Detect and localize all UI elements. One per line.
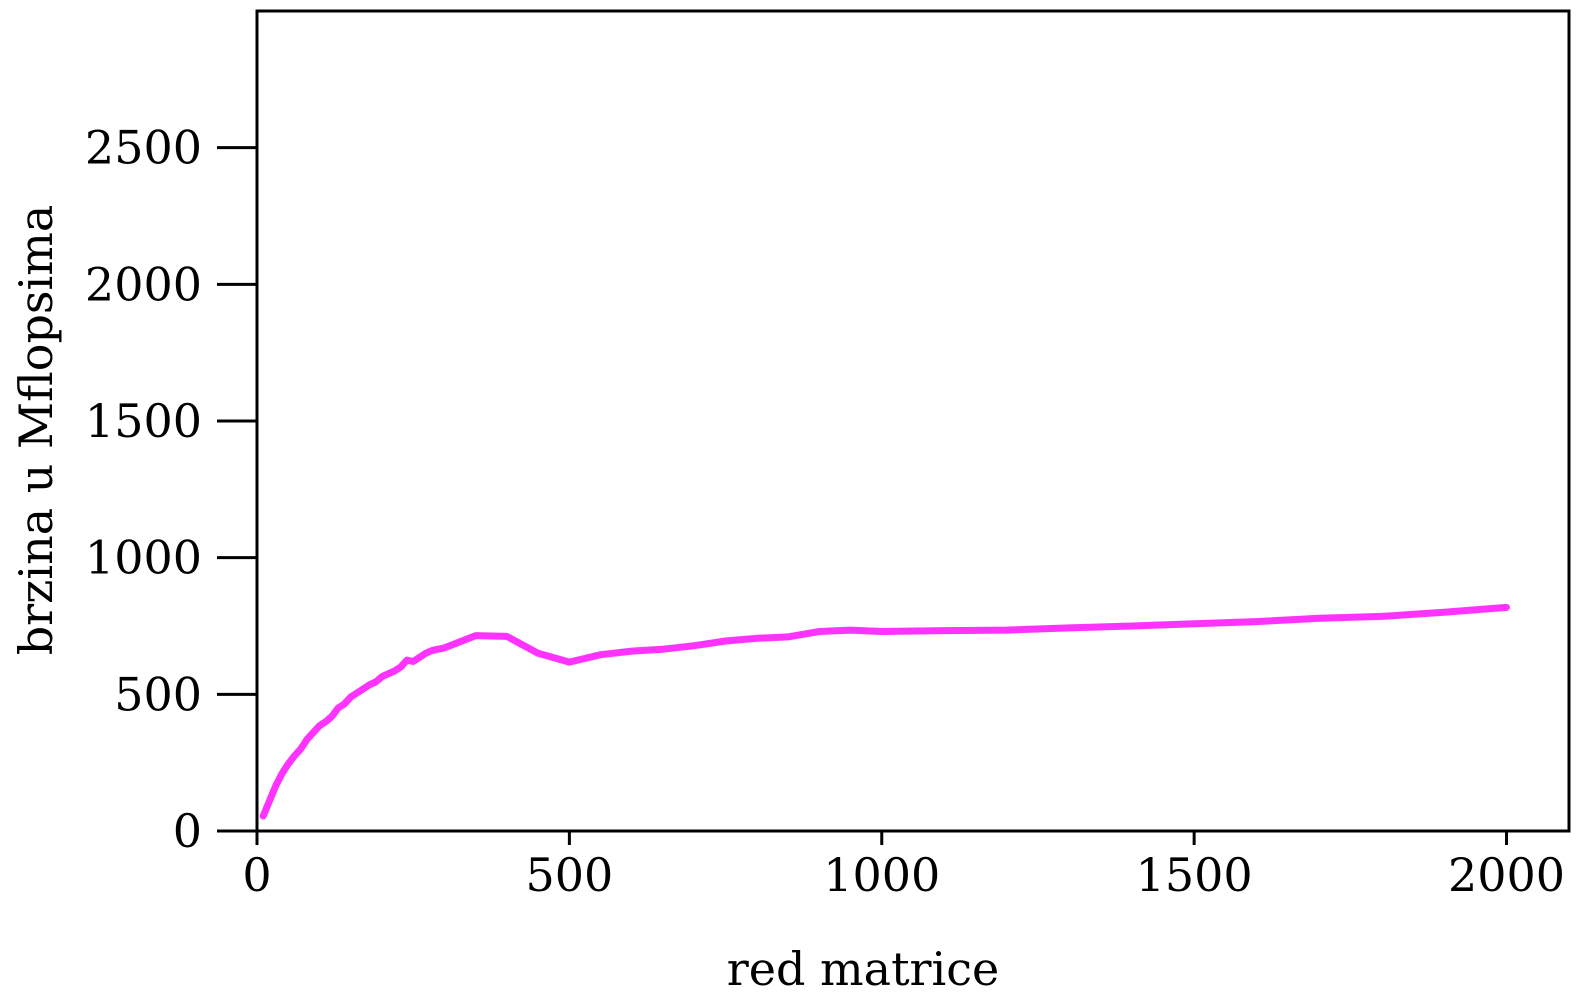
x-tick-label: 1000 bbox=[823, 848, 940, 902]
ticks: 0 500 1000 1500 2000 0 500 1000 1500 2000 2500 bbox=[85, 121, 1565, 902]
plot-frame bbox=[255, 9, 1571, 833]
y-tick-label: 1500 bbox=[85, 394, 202, 448]
series-layer bbox=[259, 603, 1510, 820]
y-tick-label: 1000 bbox=[85, 531, 202, 585]
x-tick-label: 0 bbox=[242, 848, 271, 902]
series-line bbox=[259, 603, 1510, 820]
y-tick-label: 0 bbox=[173, 804, 202, 858]
x-tick-label: 500 bbox=[525, 848, 613, 902]
y-axis-label: brzina u Mflopsima bbox=[9, 205, 63, 656]
y-tick-label: 500 bbox=[114, 667, 202, 721]
x-tick-label: 2000 bbox=[1448, 848, 1565, 902]
y-tick-label: 2000 bbox=[85, 257, 202, 311]
y-tick-label: 2500 bbox=[85, 121, 202, 175]
x-axis-label: red matrice bbox=[727, 942, 1000, 996]
axes bbox=[255, 9, 1571, 833]
x-tick-label: 1500 bbox=[1136, 848, 1253, 902]
